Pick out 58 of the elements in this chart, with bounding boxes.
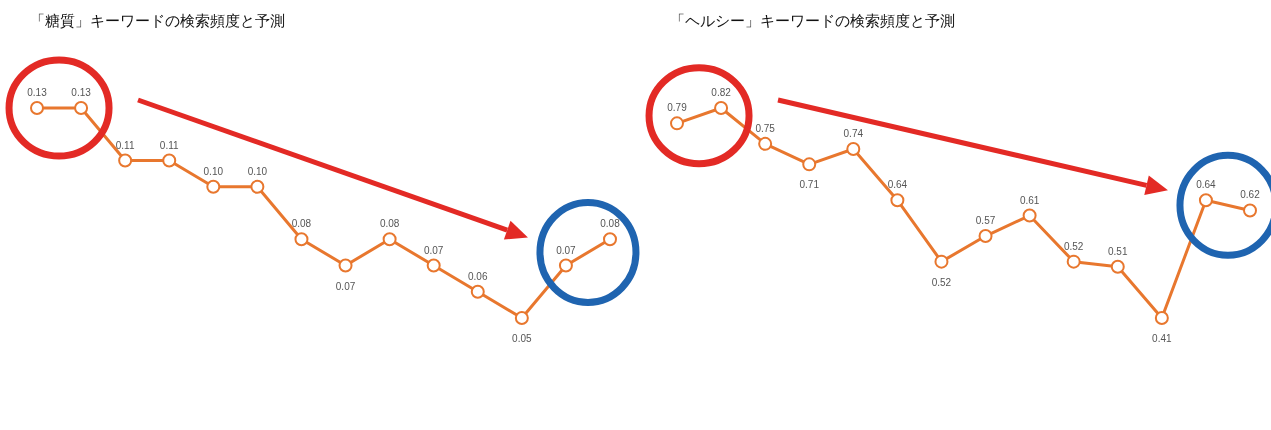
- point: [670, 116, 684, 131]
- data-label: 0.06: [468, 270, 488, 282]
- data-label: 0.79: [667, 102, 688, 114]
- data-label: 0.10: [203, 165, 224, 177]
- point: [30, 101, 44, 115]
- point: [118, 153, 133, 168]
- point: [1022, 208, 1037, 223]
- data-label: 0.05: [512, 333, 533, 344]
- data-label: 0.75: [755, 122, 776, 134]
- data-label: 0.64: [1196, 179, 1217, 191]
- data-label: 0.08: [379, 218, 400, 230]
- chart-title: 「ヘルシー」キーワードの検索頻度と予測: [670, 12, 955, 30]
- data-label: 0.57: [975, 215, 996, 227]
- point: [558, 258, 573, 273]
- data-label: 0.13: [27, 87, 48, 98]
- point: [1154, 311, 1169, 325]
- data-label: 0.61: [1019, 194, 1040, 206]
- data-label: 0.52: [931, 276, 952, 288]
- point: [603, 232, 617, 247]
- point: [338, 258, 353, 273]
- point: [758, 136, 773, 151]
- data-label: 0.62: [1240, 189, 1261, 201]
- point: [470, 284, 485, 299]
- point: [1066, 254, 1081, 269]
- data-label: 0.82: [711, 87, 732, 98]
- point: [802, 157, 817, 172]
- data-label: 0.71: [799, 179, 820, 191]
- point: [294, 232, 309, 247]
- point: [714, 101, 729, 115]
- data-label: 0.41: [1152, 333, 1173, 344]
- point: [1243, 203, 1257, 218]
- data-label: 0.07: [556, 244, 577, 256]
- data-label: 0.51: [1108, 245, 1128, 257]
- data-label: 0.74: [843, 127, 864, 139]
- point: [934, 254, 949, 269]
- point: [162, 153, 177, 168]
- chart-title: 「糖質」キーワードの検索頻度と予測: [30, 12, 285, 30]
- point: [514, 311, 529, 325]
- data-label: 0.11: [159, 139, 180, 151]
- point: [1110, 259, 1125, 274]
- data-label: 0.07: [335, 280, 356, 292]
- point: [426, 258, 441, 273]
- data-label: 0.08: [600, 218, 621, 230]
- data-label: 0.10: [247, 165, 268, 177]
- point: [1198, 193, 1213, 208]
- point: [382, 232, 397, 247]
- data-label: 0.52: [1063, 240, 1084, 252]
- point: [890, 193, 905, 208]
- data-label: 0.64: [887, 179, 908, 191]
- point: [250, 179, 265, 194]
- point: [74, 101, 89, 115]
- data-label: 0.11: [115, 139, 135, 151]
- data-label: 0.07: [423, 244, 444, 256]
- data-label: 0.13: [71, 87, 92, 98]
- point: [206, 179, 221, 194]
- data-label: 0.08: [291, 218, 312, 230]
- point: [978, 229, 993, 244]
- point: [846, 141, 861, 156]
